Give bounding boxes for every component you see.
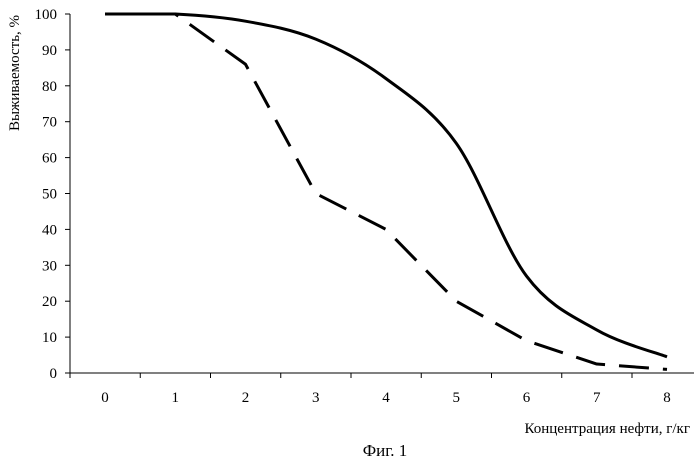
figure-caption: Фиг. 1: [363, 441, 408, 460]
x-tick-label: 2: [242, 390, 250, 406]
x-tick-label: 6: [523, 390, 531, 406]
x-tick-label: 1: [172, 390, 180, 406]
y-tick-label: 70: [42, 115, 57, 131]
tick-labels: 0 10 20 30 40 50 60 70 80 90 100 0 1 2 3 4 5 6 7 8: [35, 7, 671, 406]
y-tick-label: 10: [42, 330, 57, 346]
axes: [70, 14, 694, 373]
y-tick-label: 80: [42, 79, 57, 95]
y-tick-label: 50: [42, 187, 57, 203]
y-tick-label: 90: [42, 43, 57, 59]
y-tick-label: 40: [42, 222, 57, 238]
x-tick-label: 7: [593, 390, 601, 406]
y-axis-title: Выживаемость, %: [7, 15, 23, 131]
y-tick-label: 100: [35, 7, 58, 23]
y-tick-label: 20: [42, 294, 57, 310]
y-tick-label: 60: [42, 151, 57, 167]
data-series: [105, 14, 667, 369]
solid-series-line: [105, 14, 667, 357]
x-tick-label: 8: [663, 390, 671, 406]
x-axis-title: Концентрация нефти, г/кг: [524, 421, 690, 437]
axis-ticks: [65, 14, 632, 378]
y-tick-label: 30: [42, 258, 57, 274]
dashed-series-line: [105, 14, 667, 369]
x-tick-label: 5: [453, 390, 461, 406]
y-tick-label: 0: [50, 366, 58, 382]
x-tick-label: 4: [382, 390, 390, 406]
x-tick-label: 3: [312, 390, 320, 406]
x-tick-label: 0: [101, 390, 109, 406]
